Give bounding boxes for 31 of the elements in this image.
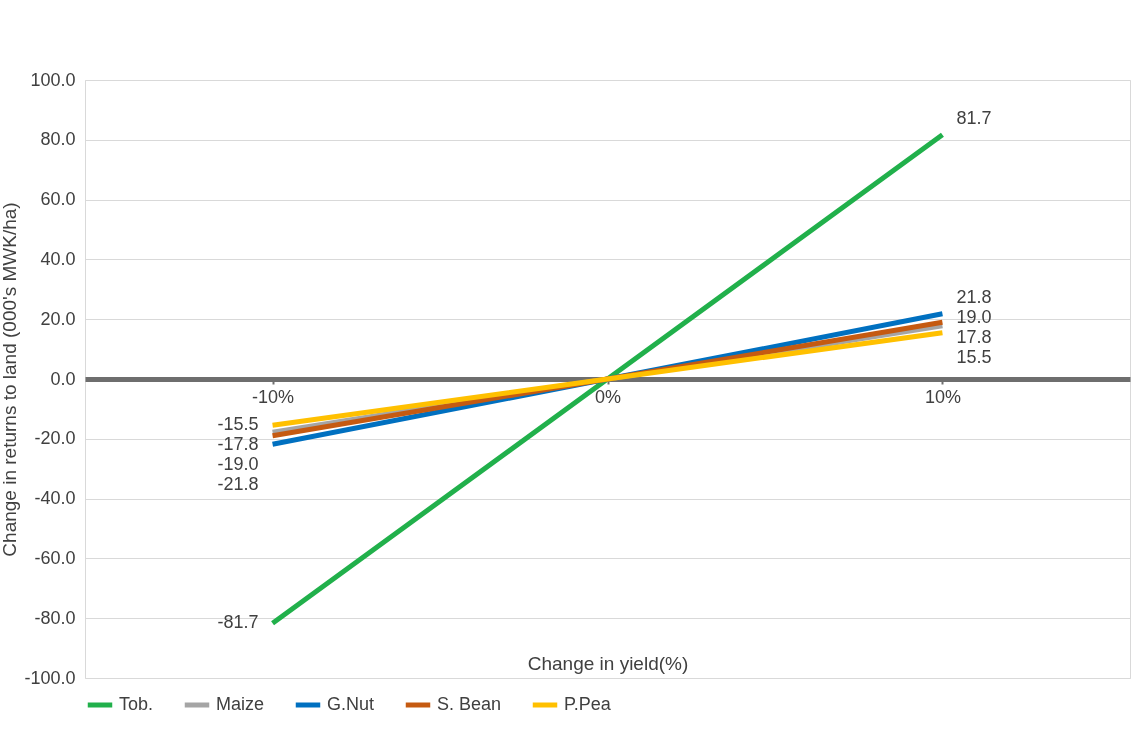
data-label: 17.8 — [956, 326, 992, 347]
legend-label: Maize — [216, 694, 265, 714]
data-label: 81.7 — [956, 107, 992, 128]
data-label: -17.8 — [217, 434, 259, 455]
data-label: 21.8 — [956, 286, 992, 307]
legend-label: Tob. — [119, 694, 154, 714]
legend-label: S. Bean — [437, 694, 502, 714]
data-label: 15.5 — [956, 346, 992, 367]
y-tick-label: 40.0 — [40, 248, 76, 269]
y-tick-label: -40.0 — [34, 488, 76, 509]
y-tick-label: -100.0 — [24, 667, 76, 688]
y-tick-label: -20.0 — [34, 428, 76, 449]
x-tick-label: 10% — [924, 386, 961, 407]
y-tick-label: 20.0 — [40, 308, 76, 329]
y-tick-label: -60.0 — [34, 547, 76, 568]
data-label: -19.0 — [217, 454, 259, 475]
data-label: -21.8 — [217, 474, 259, 495]
data-label: -81.7 — [217, 612, 259, 633]
data-label: 19.0 — [956, 306, 992, 327]
legend-label: P.Pea — [564, 694, 612, 714]
y-tick-label: 0.0 — [50, 368, 76, 389]
x-tick-label: -10% — [252, 386, 295, 407]
x-axis-title: Change in yield(%) — [527, 652, 689, 674]
y-tick-label: 80.0 — [40, 129, 76, 150]
y-tick-label: -80.0 — [34, 607, 76, 628]
y-axis-title: Change in returns to land (000's MWK/ha) — [0, 202, 21, 557]
y-tick-label: 60.0 — [40, 189, 76, 210]
x-tick-label: 0% — [594, 386, 622, 407]
data-label: -15.5 — [217, 414, 259, 435]
y-tick-label: 100.0 — [30, 69, 76, 90]
legend-label: G.Nut — [327, 694, 375, 714]
